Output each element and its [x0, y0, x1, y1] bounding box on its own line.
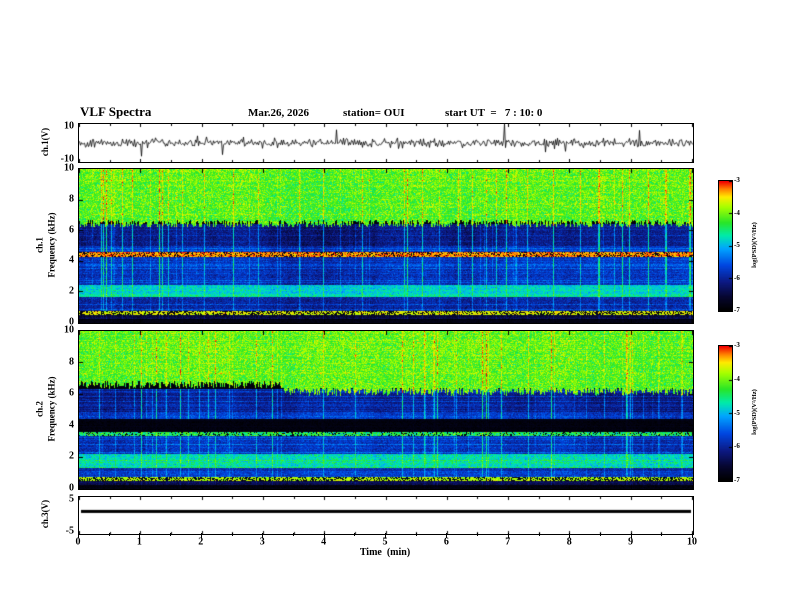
x-axis-tick — [630, 533, 632, 538]
colorbar2-tick-label: -3 — [734, 341, 740, 349]
colorbar1-tick-label: -5 — [734, 241, 740, 249]
x-axis-tick — [507, 533, 509, 538]
start-ut-label: start UT = 7 : 10: 0 — [445, 107, 543, 119]
station-label: station= OUI — [343, 107, 405, 119]
ch3-wave-ytick-label: -5 — [65, 525, 74, 537]
ylabel-channel-line: ch.2 — [34, 401, 45, 417]
date-label: Mar.26, 2026 — [248, 107, 310, 119]
ch1-spec-ylabel: ch.1 Frequency (kHz) — [34, 212, 57, 277]
x-tick-label: 2 — [198, 536, 204, 548]
x-axis-tick — [477, 533, 479, 536]
colorbar2-tick-label: -5 — [734, 408, 740, 417]
x-tick-label: 4 — [321, 536, 327, 548]
ch1-wave-ytick-label: -10 — [60, 153, 74, 165]
ch1-spec-ytick-label: 2 — [69, 285, 74, 297]
ch2-spec-ytick-label: 2 — [69, 450, 74, 462]
colorbar1-tick-label: -4 — [734, 208, 740, 217]
ch3-wave-ylabel: ch.3(V) — [40, 499, 51, 529]
x-tick-label: 0 — [75, 536, 81, 548]
ch1-spec-ytick-label: 8 — [69, 193, 74, 205]
ch1-spec-ytick-label: 6 — [69, 224, 74, 236]
x-axis-tick — [139, 533, 141, 538]
ch2-spec-ylabel: ch.2 Frequency (kHz) — [34, 376, 57, 441]
ylabel-frequency-line: Frequency (kHz) — [46, 212, 56, 278]
ch1-wave-ylabel: ch.1(V) — [40, 127, 51, 157]
ch3-wave-ytick-label: 5 — [69, 493, 74, 505]
x-tick-label: 8 — [566, 536, 572, 548]
ch1-wave-ytick-label: 10 — [64, 120, 74, 132]
ch1-spectrogram-panel — [78, 168, 694, 324]
x-tick-label: 9 — [628, 536, 634, 548]
ch2-spec-ytick-label: 8 — [69, 356, 74, 368]
ch2-spec-ytick-label: 6 — [69, 387, 74, 399]
x-axis-tick — [661, 533, 663, 536]
x-axis-tick — [538, 533, 540, 536]
colorbar2-tick-label: -6 — [734, 442, 740, 451]
x-tick-label: 3 — [259, 536, 265, 548]
x-axis-tick — [599, 533, 601, 536]
x-tick-label: 6 — [443, 536, 449, 548]
x-axis-tick — [446, 533, 448, 538]
x-tick-label: 10 — [687, 536, 697, 548]
colorbar-ch2 — [718, 345, 733, 482]
ylabel-frequency-line: Frequency (kHz) — [46, 376, 56, 442]
colorbar1-label: log(PSD)(V²/Hz) — [750, 222, 758, 268]
ch1-spec-ytick-label: 0 — [69, 316, 74, 328]
x-axis-tick — [415, 533, 417, 536]
x-axis-tick — [108, 533, 110, 536]
x-axis-tick — [692, 533, 693, 538]
x-axis-tick — [354, 533, 356, 536]
ch1-spec-ytick-label: 4 — [69, 254, 74, 266]
x-axis-tick — [292, 533, 294, 536]
ch3-waveform-panel — [78, 496, 694, 535]
ch2-spectrogram-panel — [78, 330, 694, 490]
ch2-spec-ytick-label: 4 — [69, 419, 74, 431]
colorbar2-tick-label: -4 — [734, 374, 740, 383]
colorbar1-tick-label: -3 — [734, 176, 740, 184]
x-tick-label: 5 — [382, 536, 388, 548]
colorbar2-label: log(PSD)(V²/Hz) — [750, 389, 758, 435]
x-axis-tick — [78, 533, 79, 538]
plot-title: VLF Spectra — [80, 104, 152, 119]
ylabel-channel-line: ch.1 — [34, 237, 45, 253]
ch2-spec-ytick-label: 10 — [64, 324, 74, 336]
colorbar2-tick-label: -7 — [734, 476, 740, 484]
x-axis-tick — [323, 533, 325, 538]
x-axis-tick — [170, 533, 172, 536]
x-axis-tick — [385, 533, 386, 538]
x-axis-label: Time (min) — [359, 547, 411, 558]
x-axis-tick — [200, 533, 202, 538]
colorbar1-tick-label: -7 — [734, 306, 740, 314]
x-axis-tick — [569, 533, 571, 538]
ch1-spec-ytick-label: 10 — [64, 162, 74, 174]
colorbar1-tick-label: -6 — [734, 273, 740, 282]
x-axis-tick — [231, 533, 233, 536]
x-tick-label: 7 — [505, 536, 511, 548]
x-axis-tick — [262, 533, 264, 538]
colorbar-ch1 — [718, 180, 733, 312]
ch1-waveform-panel — [78, 123, 694, 163]
ch2-spec-ytick-label: 0 — [69, 482, 74, 494]
x-tick-label: 1 — [136, 536, 142, 548]
